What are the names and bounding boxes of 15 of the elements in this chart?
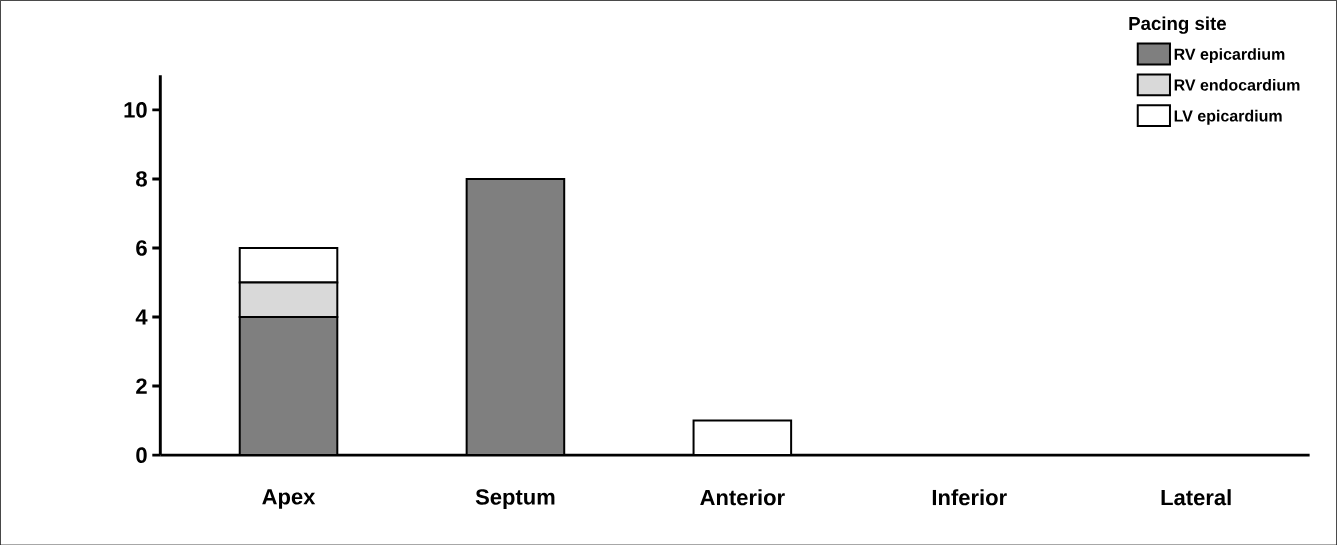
y-tick-label: 2 (136, 378, 147, 394)
y-tick-label: 8 (136, 170, 147, 187)
y-tick-label: 10 (124, 101, 147, 118)
y-tick-label: 0 (136, 447, 147, 463)
x-tick-label: Inferior (932, 488, 1007, 506)
x-tick-label: Septum (475, 488, 555, 509)
legend-label: LV epicardium (1174, 109, 1282, 125)
legend-label: RV epicardium (1174, 47, 1285, 63)
y-tick-label: 6 (136, 239, 147, 256)
x-tick-label: Anterior (700, 488, 785, 506)
legend-label: RV endocardium (1174, 78, 1300, 91)
legend-title: Pacing site (1129, 16, 1226, 34)
y-tick-label: 4 (135, 309, 148, 325)
x-tick-label: Apex (262, 488, 316, 509)
x-tick-label: Lateral (1161, 488, 1231, 506)
